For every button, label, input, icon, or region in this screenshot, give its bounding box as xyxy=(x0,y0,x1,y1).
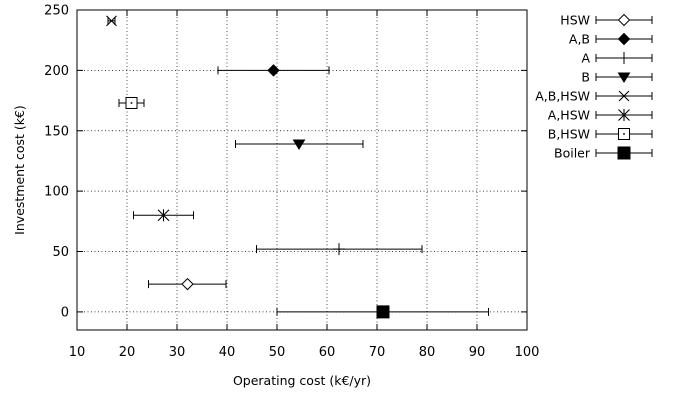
marker-square-dot xyxy=(130,102,133,104)
legend-item-a-b: A,B xyxy=(569,32,653,47)
marker-diamond-open xyxy=(181,277,194,291)
marker-cross xyxy=(106,15,117,27)
plot-frame xyxy=(76,9,528,331)
legend-label: B xyxy=(581,70,590,85)
marker-square-dot xyxy=(623,133,625,135)
legend-label: Boiler xyxy=(554,146,591,161)
legend-item-b-hsw: B,HSW xyxy=(548,127,653,142)
legend-label: A,B,HSW xyxy=(535,89,590,104)
series-boiler xyxy=(276,305,489,319)
x-tick-label: 30 xyxy=(169,345,186,360)
y-tick-label: 250 xyxy=(44,4,69,19)
y-tick-label: 0 xyxy=(61,305,69,320)
legend-label: B,HSW xyxy=(548,127,590,142)
x-tick-label: 10 xyxy=(69,345,86,360)
legend-item-a-b-hsw: A,B,HSW xyxy=(535,89,653,104)
legend: HSW A,B AB A,B,HSW A,HSW B,HSW Boiler xyxy=(535,13,653,161)
legend-item-a: A xyxy=(581,51,653,66)
y-tick-label: 150 xyxy=(44,124,69,139)
marker-square-filled xyxy=(617,146,631,160)
ticks-layer: 10 20 30 40 50 60 70 80 90 100 0 50 100 150 200 250 xyxy=(44,4,539,361)
legend-item-hsw: HSW xyxy=(560,13,653,28)
marker-cross xyxy=(618,90,630,102)
series-a-b-hsw xyxy=(106,15,117,27)
marker-diamond-filled xyxy=(617,32,631,46)
y-axis-title: Investment cost (k€) xyxy=(12,105,27,235)
grid-layer xyxy=(77,10,527,330)
x-tick-label: 50 xyxy=(269,345,286,360)
x-axis-title: Operating cost (k€/yr) xyxy=(233,373,371,388)
series-hsw xyxy=(148,277,227,291)
legend-label: A,B xyxy=(569,32,590,47)
legend-item-boiler: Boiler xyxy=(554,146,653,161)
marker-triangle-down xyxy=(292,139,306,150)
x-tick-label: 70 xyxy=(369,345,386,360)
marker-diamond-filled xyxy=(267,64,280,77)
series-a-hsw xyxy=(133,209,194,222)
series-b-hsw xyxy=(118,96,145,109)
legend-label: A,HSW xyxy=(548,108,590,123)
x-tick-label: 20 xyxy=(119,345,136,360)
y-tick-label: 50 xyxy=(52,245,69,260)
legend-label: HSW xyxy=(560,13,590,28)
legend-item-a-hsw: A,HSW xyxy=(548,108,653,123)
legend-label: A xyxy=(581,51,590,66)
x-tick-label: 80 xyxy=(419,345,436,360)
y-tick-label: 200 xyxy=(44,64,69,79)
legend-item-b: B xyxy=(581,70,653,85)
marker-diamond-open xyxy=(617,13,631,27)
x-tick-label: 60 xyxy=(319,345,336,360)
series-a xyxy=(256,243,423,256)
data-layer xyxy=(106,15,489,319)
marker-triangle-down xyxy=(617,72,631,83)
marker-square-filled xyxy=(376,305,390,319)
x-tick-label: 90 xyxy=(469,345,486,360)
x-tick-label: 40 xyxy=(219,345,236,360)
series-b xyxy=(235,139,364,150)
x-tick-label: 100 xyxy=(515,345,540,360)
y-tick-label: 100 xyxy=(44,185,69,200)
series-a-b xyxy=(217,64,330,77)
